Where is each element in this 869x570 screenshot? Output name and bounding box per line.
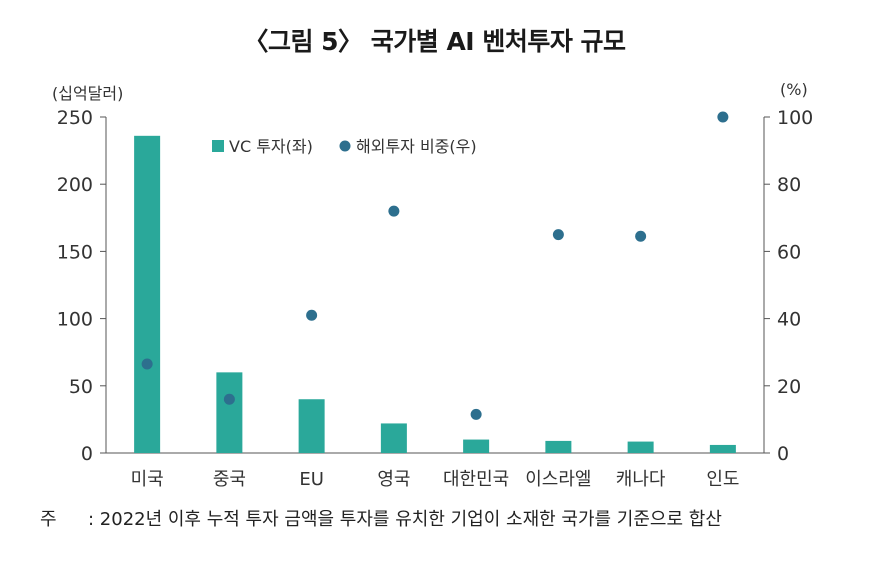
x-tick-label: 인도 xyxy=(706,469,739,490)
point-overseas-share xyxy=(470,408,482,420)
legend-swatch-vc xyxy=(212,140,224,152)
footnote-label: 주 xyxy=(40,509,57,530)
bar-vc-investment xyxy=(463,439,490,453)
point-overseas-share xyxy=(306,309,318,321)
right-tick-label: 80 xyxy=(777,174,801,196)
left-tick-label: 50 xyxy=(69,376,93,398)
left-tick-label: 100 xyxy=(57,309,93,331)
right-tick-label: 60 xyxy=(777,241,801,263)
x-tick-label: 대한민국 xyxy=(443,469,509,490)
footnote-text: : 2022년 이후 누적 투자 금액을 투자를 유치한 기업이 소재한 국가를… xyxy=(88,509,722,530)
left-tick-label: 200 xyxy=(57,174,93,196)
left-tick-label: 150 xyxy=(57,241,93,263)
point-overseas-share xyxy=(223,393,235,405)
bar-vc-investment xyxy=(709,444,736,453)
right-tick-label: 40 xyxy=(777,309,801,331)
point-overseas-share xyxy=(141,358,153,370)
x-tick-label: 미국 xyxy=(131,469,164,490)
right-tick-label: 0 xyxy=(777,443,789,465)
chart-plot: 0 50 100 150 200 250 0 20 40 60 80 100 미국 중국 EU 영국 대한민국 이… xyxy=(57,107,814,490)
right-tick-label: 20 xyxy=(777,376,801,398)
x-tick-label: 캐나다 xyxy=(616,469,666,490)
bar-vc-investment xyxy=(545,440,572,453)
left-tick-label: 250 xyxy=(57,107,93,129)
bar-vc-investment xyxy=(298,399,325,453)
point-overseas-share xyxy=(552,229,564,241)
chart-title: 〈그림 5〉 국가별 AI 벤처투자 규모 xyxy=(243,27,626,56)
bar-vc-investment xyxy=(216,372,243,453)
bar-vc-investment xyxy=(380,423,407,453)
x-tick-label: 영국 xyxy=(377,469,410,490)
point-overseas-share xyxy=(388,205,400,217)
legend-marker-overseas xyxy=(339,140,351,152)
x-tick-label: 중국 xyxy=(213,469,246,490)
x-tick-label: 이스라엘 xyxy=(525,469,591,490)
point-overseas-share xyxy=(717,111,729,123)
bar-vc-investment xyxy=(134,135,161,454)
left-tick-label: 0 xyxy=(81,443,93,465)
legend-label-vc: VC 투자(좌) xyxy=(229,137,313,156)
footnote: 주 : 2022년 이후 누적 투자 금액을 투자를 유치한 기업이 소재한 국가… xyxy=(40,505,722,531)
bar-vc-investment xyxy=(627,441,654,453)
right-axis-unit: (%) xyxy=(780,80,808,99)
legend-label-overseas: 해외투자 비중(우) xyxy=(356,137,477,156)
x-tick-label: EU xyxy=(299,469,324,490)
left-axis-unit: (십억달러) xyxy=(52,84,124,103)
right-tick-label: 100 xyxy=(777,107,813,129)
point-overseas-share xyxy=(635,230,647,242)
